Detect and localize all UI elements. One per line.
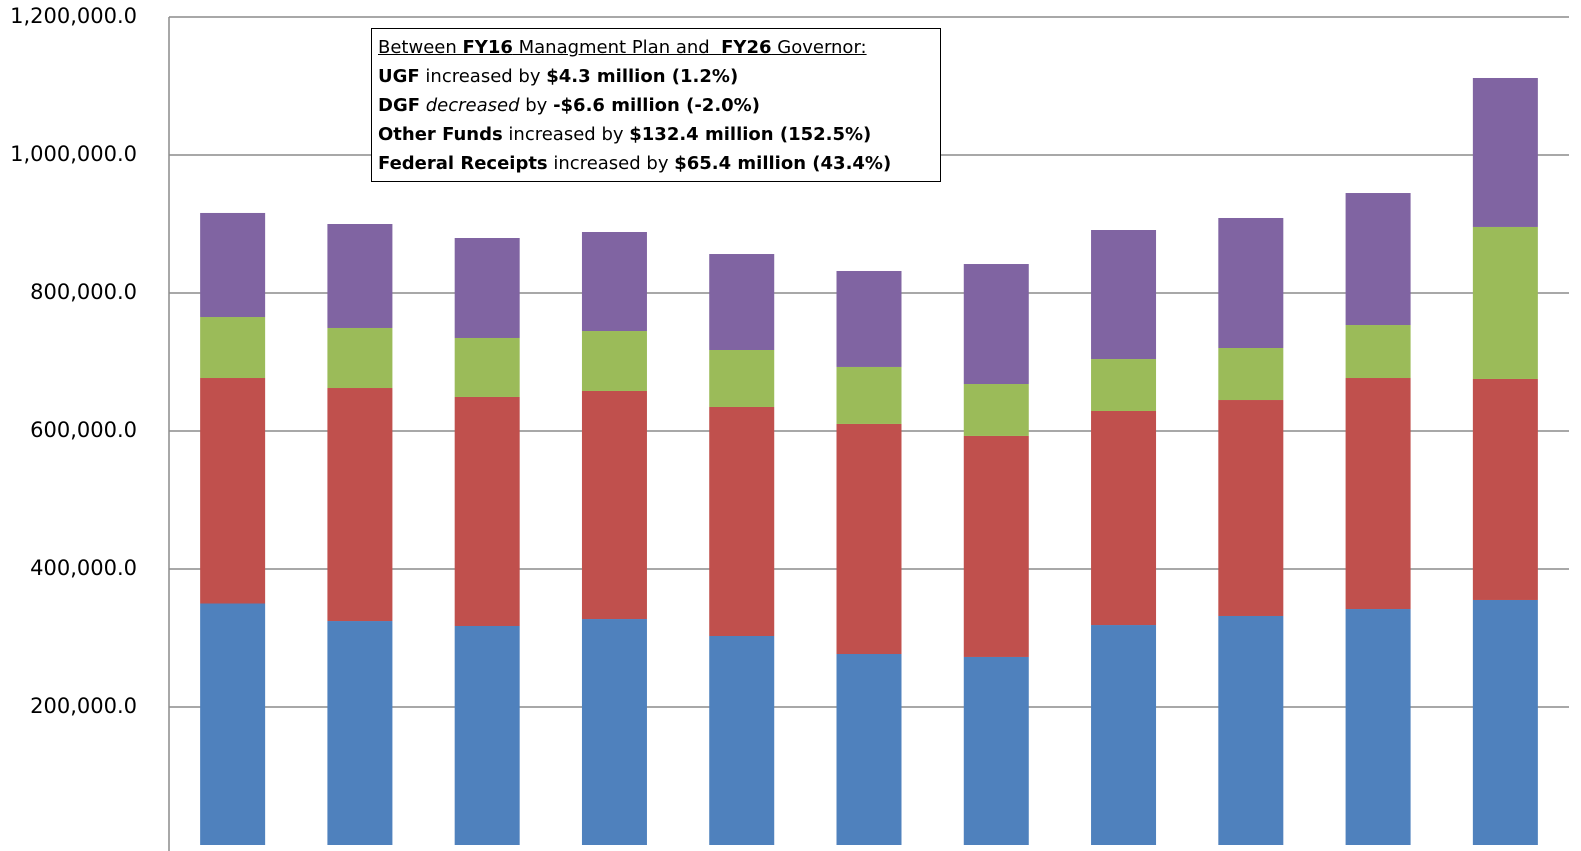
bar-segment bbox=[1218, 400, 1284, 616]
annotation-line: UGF increased by $4.3 million (1.2%) bbox=[378, 62, 940, 91]
annotation-text: -$6.6 million (-2.0%) bbox=[553, 95, 760, 116]
bar-segment bbox=[454, 337, 520, 397]
bar-segment bbox=[454, 238, 520, 338]
bar-segment bbox=[1218, 347, 1284, 401]
bar-segment bbox=[709, 406, 775, 636]
y-tick-label: 1,200,000.0 bbox=[10, 4, 137, 28]
bar-segment bbox=[963, 264, 1029, 385]
bar-segment bbox=[963, 435, 1029, 657]
bar-segment bbox=[454, 625, 520, 845]
annotation-box: Between FY16 Managment Plan and FY26 Gov… bbox=[371, 28, 941, 182]
annotation-text: Governor: bbox=[771, 37, 867, 58]
annotation-line: DGF decreased by -$6.6 million (-2.0%) bbox=[378, 91, 940, 120]
bar-segment bbox=[1091, 625, 1157, 845]
annotation-line: Between FY16 Managment Plan and FY26 Gov… bbox=[378, 33, 940, 62]
bar-segment bbox=[836, 654, 902, 845]
bar-segment bbox=[1472, 378, 1538, 600]
bar-segment bbox=[836, 423, 902, 655]
bar-segment bbox=[1345, 193, 1411, 326]
bar-segment bbox=[581, 619, 647, 845]
annotation-text: Managment Plan and bbox=[512, 37, 722, 58]
y-tick-label: 800,000.0 bbox=[30, 280, 137, 304]
annotation-text: decreased bbox=[425, 95, 520, 116]
annotation-line: Federal Receipts increased by $65.4 mill… bbox=[378, 149, 940, 178]
bar-segment bbox=[1472, 226, 1538, 379]
bar-segment bbox=[327, 388, 393, 622]
bar-segment bbox=[327, 224, 393, 328]
bar-segment bbox=[1218, 217, 1284, 348]
bar-segment bbox=[200, 378, 266, 604]
annotation-text: $4.3 million (1.2%) bbox=[546, 66, 739, 87]
bar-segment bbox=[1091, 410, 1157, 626]
y-tick-label: 1,000,000.0 bbox=[10, 142, 137, 166]
annotation-text: Other Funds bbox=[378, 124, 503, 145]
annotation-text: DGF bbox=[378, 95, 421, 116]
bar-segment bbox=[581, 390, 647, 620]
bar-segment bbox=[709, 349, 775, 407]
bar-segment bbox=[327, 621, 393, 845]
annotation-text: Federal Receipts bbox=[378, 153, 548, 174]
y-tick-label: 400,000.0 bbox=[30, 556, 137, 580]
annotation-text: FY26 bbox=[721, 37, 772, 58]
annotation-text: increased by bbox=[502, 124, 630, 145]
bar-segment bbox=[1091, 359, 1157, 411]
bar-segment bbox=[200, 603, 266, 845]
annotation-text: FY16 bbox=[462, 37, 513, 58]
bar-segment bbox=[1091, 230, 1157, 360]
annotation-text: increased by bbox=[419, 66, 547, 87]
bar-segment bbox=[1472, 599, 1538, 845]
bar-segment bbox=[1345, 609, 1411, 845]
bar-segment bbox=[200, 212, 266, 318]
bar-segment bbox=[1345, 378, 1411, 610]
annotation-text: $132.4 million (152.5%) bbox=[629, 124, 872, 145]
bar-segment bbox=[709, 254, 775, 350]
annotation-text: by bbox=[519, 95, 554, 116]
bar-segment bbox=[836, 366, 902, 424]
bar-segment bbox=[709, 635, 775, 845]
annotation-text: $65.4 million (43.4%) bbox=[674, 153, 892, 174]
bar-segment bbox=[1218, 615, 1284, 845]
bar-segment bbox=[963, 384, 1029, 436]
bar-segment bbox=[1345, 325, 1411, 379]
bar-segment bbox=[327, 327, 393, 389]
annotation-line: Other Funds increased by $132.4 million … bbox=[378, 120, 940, 149]
y-tick-label: 200,000.0 bbox=[30, 694, 137, 718]
bar-segment bbox=[836, 270, 902, 367]
bar-segment bbox=[963, 656, 1029, 845]
annotation-text: increased by bbox=[547, 153, 675, 174]
y-tick-label: 600,000.0 bbox=[30, 418, 137, 442]
bar-segment bbox=[454, 396, 520, 626]
bar-segment bbox=[581, 232, 647, 332]
bar-segment bbox=[581, 331, 647, 391]
annotation-text: UGF bbox=[378, 66, 420, 87]
annotation-text: Between bbox=[378, 37, 463, 58]
bar-segment bbox=[1472, 77, 1538, 227]
bar-segment bbox=[200, 317, 266, 379]
